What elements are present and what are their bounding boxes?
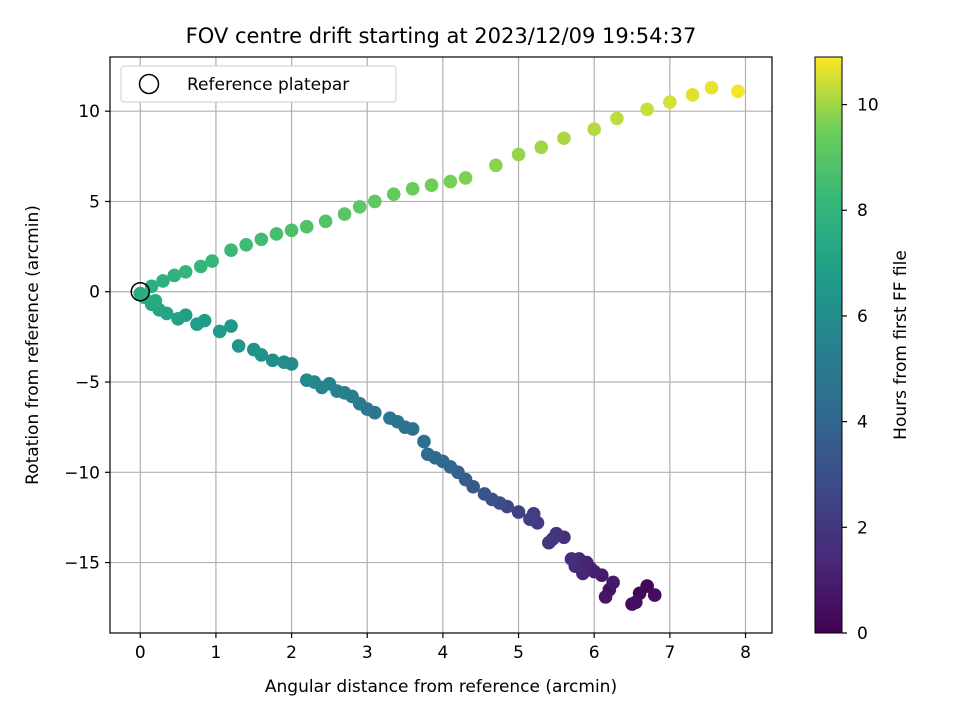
colorbar: 0 2 4 6 8 10 Hours from first FF file bbox=[814, 56, 911, 644]
data-point bbox=[598, 590, 613, 604]
data-point bbox=[231, 339, 246, 353]
data-point bbox=[318, 214, 333, 229]
x-tick-label: 4 bbox=[437, 643, 448, 663]
data-point bbox=[405, 182, 420, 196]
x-tick-label: 5 bbox=[513, 643, 524, 663]
x-tick-label: 1 bbox=[211, 643, 222, 663]
legend-entry-reference-platepar: Reference platepar bbox=[187, 75, 349, 95]
data-point bbox=[606, 575, 620, 590]
data-point bbox=[647, 588, 662, 602]
data-point bbox=[239, 237, 253, 252]
y-tick-label: 10 bbox=[78, 102, 100, 122]
colorbar-tick-label: 2 bbox=[857, 518, 868, 538]
data-point bbox=[265, 353, 280, 368]
data-point bbox=[368, 194, 382, 209]
x-tick-label: 0 bbox=[135, 643, 146, 663]
data-point bbox=[284, 223, 299, 238]
data-point bbox=[417, 434, 431, 449]
y-tick-label: −5 bbox=[75, 373, 100, 393]
data-point bbox=[424, 178, 439, 193]
data-point bbox=[246, 342, 261, 357]
x-tick-label: 6 bbox=[589, 643, 600, 663]
data-point bbox=[663, 95, 677, 109]
data-point bbox=[610, 111, 624, 126]
data-point bbox=[299, 219, 314, 234]
data-point bbox=[564, 552, 579, 566]
colorbar-tick-label: 10 bbox=[857, 96, 879, 116]
colorbar-gradient bbox=[814, 56, 843, 634]
data-point bbox=[144, 279, 159, 294]
data-point bbox=[685, 88, 700, 102]
legend-box bbox=[120, 65, 397, 103]
data-point bbox=[731, 84, 745, 99]
data-point bbox=[224, 243, 238, 258]
data-point bbox=[167, 268, 182, 283]
data-point bbox=[193, 259, 208, 274]
x-tick-label: 2 bbox=[286, 643, 297, 663]
data-point bbox=[511, 147, 526, 162]
data-point bbox=[205, 254, 219, 268]
data-point bbox=[254, 232, 269, 247]
plot-frame bbox=[109, 56, 773, 634]
reference-platepar-marker bbox=[130, 281, 151, 302]
data-point bbox=[383, 411, 397, 425]
data-point bbox=[443, 174, 458, 189]
colorbar-tick-label: 0 bbox=[857, 624, 868, 644]
y-tick-label: 0 bbox=[89, 283, 100, 303]
data-point bbox=[148, 293, 163, 308]
data-point bbox=[489, 158, 503, 173]
data-point bbox=[352, 200, 367, 214]
data-point bbox=[477, 487, 492, 501]
data-point bbox=[557, 131, 571, 146]
data-point bbox=[629, 595, 643, 610]
data-point bbox=[178, 265, 193, 279]
colorbar-tick-label: 6 bbox=[857, 307, 868, 327]
data-point bbox=[704, 80, 719, 95]
x-axis-ticks: 0 1 2 3 4 5 6 7 8 bbox=[135, 633, 751, 663]
y-tick-label: −10 bbox=[64, 463, 100, 483]
data-point bbox=[587, 122, 602, 137]
colorbar-tick-label: 8 bbox=[857, 201, 868, 221]
x-tick-label: 3 bbox=[362, 643, 373, 663]
data-point bbox=[277, 355, 291, 369]
data-point bbox=[458, 171, 473, 185]
data-point bbox=[171, 312, 185, 326]
data-point bbox=[224, 319, 238, 333]
y-tick-label: −15 bbox=[64, 554, 100, 574]
data-point bbox=[420, 447, 435, 462]
y-tick-label: 5 bbox=[89, 192, 100, 212]
y-axis-label: Rotation from reference (arcmin) bbox=[23, 205, 43, 485]
x-tick-label: 8 bbox=[740, 643, 751, 663]
data-point bbox=[534, 140, 549, 155]
data-point bbox=[542, 535, 556, 550]
x-axis-label: Angular distance from reference (arcmin) bbox=[265, 677, 617, 697]
colorbar-ticks: 0 2 4 6 8 10 bbox=[842, 96, 879, 644]
x-tick-label: 7 bbox=[664, 643, 675, 663]
colorbar-tick-label: 4 bbox=[857, 413, 868, 433]
data-point bbox=[190, 317, 204, 332]
data-point bbox=[640, 102, 654, 117]
data-point bbox=[156, 274, 170, 288]
data-point bbox=[269, 227, 284, 241]
data-point bbox=[133, 286, 148, 301]
data-point bbox=[511, 505, 526, 519]
data-point bbox=[299, 373, 314, 388]
legend: Reference platepar bbox=[120, 65, 397, 103]
y-axis-ticks: −15 −10 −5 0 5 10 bbox=[64, 102, 110, 574]
data-points bbox=[133, 80, 745, 611]
chart-title: FOV centre drift starting at 2023/12/09 … bbox=[186, 24, 697, 48]
colorbar-label: Hours from first FF file bbox=[891, 250, 911, 440]
data-point bbox=[523, 512, 537, 527]
grid bbox=[110, 57, 772, 633]
data-point bbox=[212, 324, 227, 339]
data-point bbox=[386, 187, 401, 202]
data-point bbox=[337, 207, 352, 221]
legend-marker-icon bbox=[138, 73, 160, 95]
